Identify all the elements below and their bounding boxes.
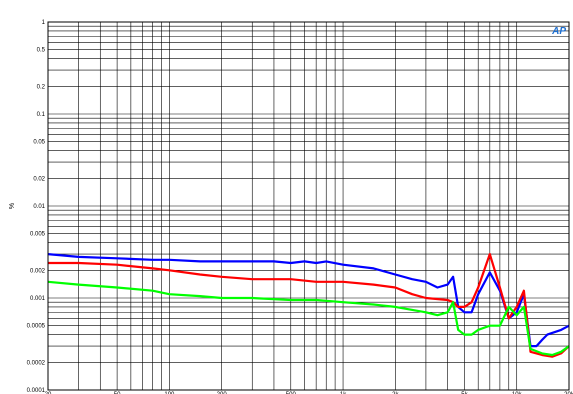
y-tick-label: 0.0005 [27,324,46,330]
y-tick-label: 0.02 [33,176,45,182]
y-tick-label: 0.001 [30,296,46,302]
x-tick-labels: 20 50 100 200 500 1k 2k 5k 10k 20k [45,392,573,394]
x-tick-label: 1k [340,392,347,394]
x-tick-label: 10k [512,392,523,394]
y-tick-label: 1 [42,20,46,26]
x-tick-label: 2k [392,392,399,394]
grid-lines [48,22,569,390]
y-tick-label: 0.2 [37,84,46,90]
series-line-2 [48,253,570,358]
y-tick-label: 0.1 [37,112,46,118]
y-tick-label: 0.0001 [27,388,46,394]
y-tick-label: 0.005 [30,232,46,238]
x-tick-label: 50 [114,392,121,394]
y-tick-labels: 1 0.5 0.2 0.1 0.05 0.02 0.01 0.005 0.002 0.001 0.0… [27,20,46,394]
x-tick-label: 200 [217,392,228,394]
plot-frame [47,21,570,391]
x-tick-label: 20k [564,392,573,394]
x-tick-label: 100 [164,392,175,394]
y-tick-label: 0.5 [37,48,46,54]
x-tick-label: 20 [45,392,52,394]
series-line-3 [47,280,570,357]
x-tick-label: 500 [286,392,297,394]
ap-logo: AP [551,26,566,37]
y-tick-label: 0.01 [33,204,45,210]
y-tick-label: 0.0002 [27,360,46,366]
y-tick-label: 0.002 [30,268,46,274]
series-group [47,253,570,358]
y-tick-label: 0.05 [33,140,45,146]
x-tick-label: 5k [461,392,468,394]
y-axis-label: % [9,203,16,209]
